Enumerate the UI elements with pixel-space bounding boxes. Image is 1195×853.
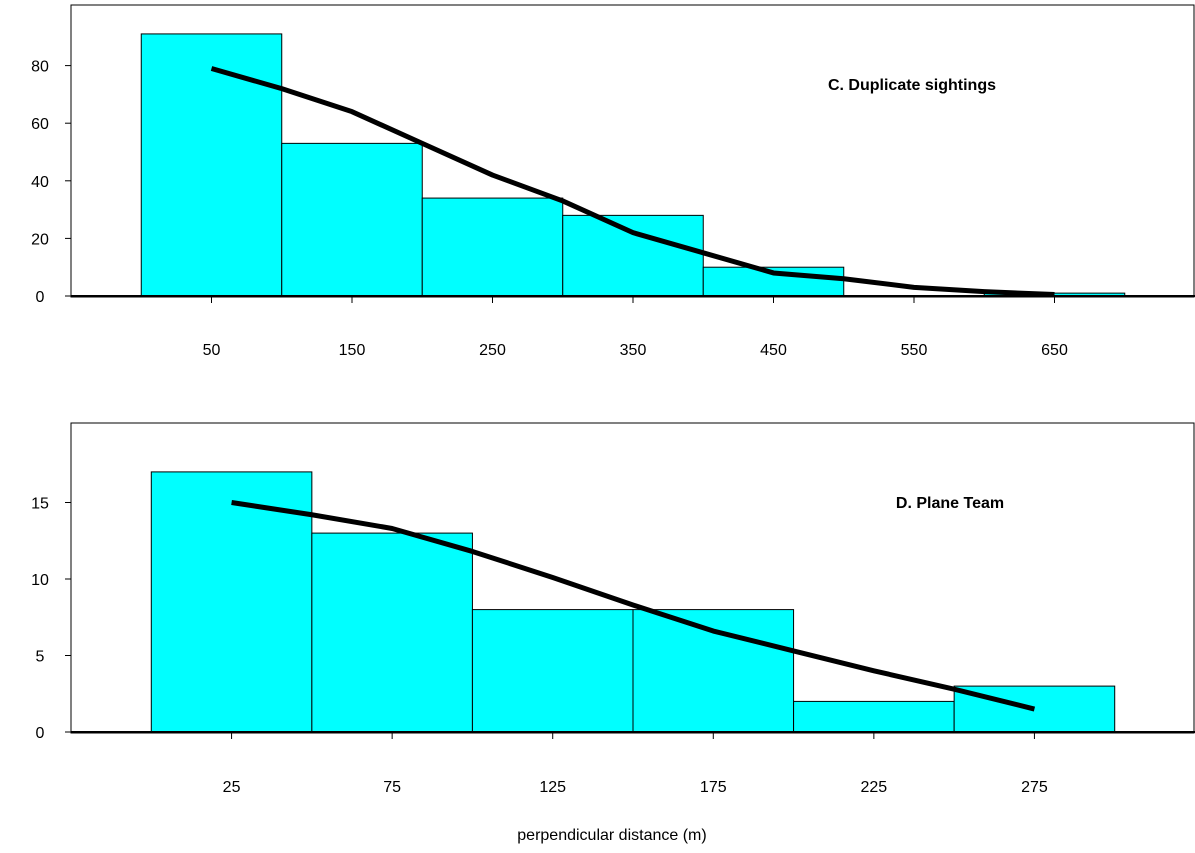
x-axis-title: perpendicular distance (m) (517, 827, 706, 844)
y-tick-label: 80 (31, 59, 49, 76)
x-tick-label: 150 (339, 342, 366, 359)
histogram-bar (421, 197, 564, 297)
histogram-bar (562, 214, 704, 297)
y-tick-label: 0 (36, 725, 45, 742)
histogram-bar (281, 142, 423, 297)
panel-plane-team: 0 5 10 15 25 75 125 175 225 275 D. Plane Team (31, 422, 1195, 796)
y-tick-label: 10 (31, 572, 49, 589)
x-tick-label: 350 (620, 342, 647, 359)
x-tick-label: 275 (1021, 779, 1048, 796)
y-tick-label: 0 (36, 289, 45, 306)
x-tick-label: 175 (700, 779, 727, 796)
x-tick-label: 550 (901, 342, 928, 359)
x-tick-label: 50 (203, 342, 221, 359)
x-tick-label: 225 (861, 779, 888, 796)
histogram-bar (150, 471, 313, 733)
y-tick-label: 5 (36, 649, 45, 666)
fitted-curve (210, 66, 1055, 298)
histogram-bar (140, 33, 283, 297)
x-tick-label: 125 (539, 779, 566, 796)
panel-title: D. Plane Team (896, 495, 1004, 512)
histogram-bar (471, 609, 634, 733)
x-tick-label: 25 (223, 779, 241, 796)
panel-title: C. Duplicate sightings (828, 77, 996, 94)
y-tick-label: 60 (31, 116, 49, 133)
x-tick-label: 650 (1041, 342, 1068, 359)
x-tick-label: 450 (760, 342, 787, 359)
x-tick-label: 75 (383, 779, 401, 796)
y-tick-label: 40 (31, 174, 49, 191)
histogram-bar (632, 609, 795, 733)
x-tick-label: 250 (479, 342, 506, 359)
y-tick-label: 20 (31, 231, 49, 248)
y-tick-label: 15 (31, 496, 49, 513)
histogram-bar (311, 532, 473, 733)
panel-duplicate-sightings: 0 20 40 60 80 50 150 250 350 450 550 650 C. Duplicat… (31, 4, 1195, 359)
fitted-curve (231, 500, 1036, 712)
histogram-bar (793, 700, 955, 733)
